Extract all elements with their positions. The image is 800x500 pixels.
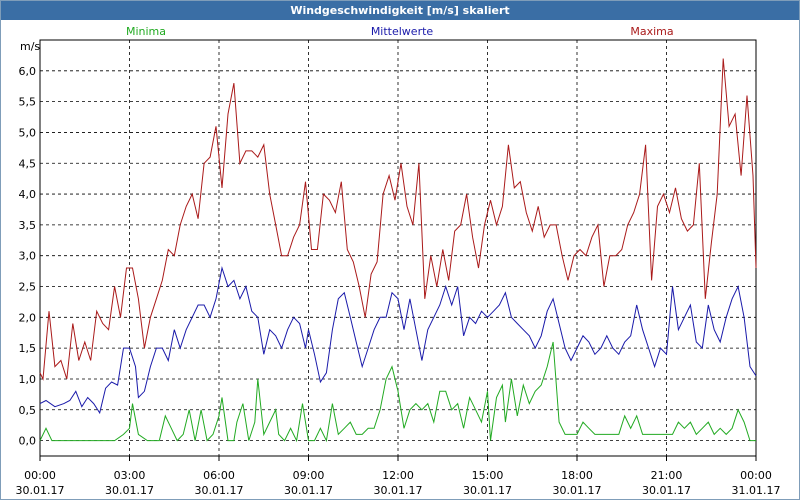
- x-tick-time: 12:00: [382, 469, 414, 482]
- x-tick-date: 30.01.17: [105, 484, 154, 497]
- x-tick-time: 21:00: [651, 469, 683, 482]
- y-tick-label: 5,0: [19, 126, 37, 139]
- y-tick-label: 2,0: [19, 311, 37, 324]
- x-tick-time: 18:00: [561, 469, 593, 482]
- y-tick-label: 0,5: [19, 404, 37, 417]
- legend-mittelwerte: Mittelwerte: [371, 25, 434, 38]
- x-tick-time: 00:00: [24, 469, 56, 482]
- legend: Minima Mittelwerte Maxima: [126, 25, 674, 38]
- x-tick-date: 30.01.17: [553, 484, 602, 497]
- y-tick-label: 1,5: [19, 342, 37, 355]
- x-tick-time: 06:00: [203, 469, 235, 482]
- y-tick-label: 5,5: [19, 96, 37, 109]
- x-tick-date: 30.01.17: [284, 484, 333, 497]
- legend-maxima: Maxima: [630, 25, 673, 38]
- y-tick-label: 0,0: [19, 435, 37, 448]
- y-tick-label: 4,0: [19, 188, 37, 201]
- series-line-minima: [39, 341, 756, 443]
- x-tick-time: 03:00: [114, 469, 146, 482]
- x-tick-date: 30.01.17: [374, 484, 423, 497]
- y-tick-label: 4,5: [19, 157, 37, 170]
- x-tick-date: 30.01.17: [463, 484, 512, 497]
- y-axis: 6,0 5,5 5,0 4,5 4,0 3,5 3,0 2,5 2,0 1,5 1,0 0,5 0,0: [19, 65, 37, 448]
- plot-area: [39, 39, 757, 457]
- y-tick-label: 2,5: [19, 281, 37, 294]
- y-tick-label: 1,0: [19, 373, 37, 386]
- chart-title: Windgeschwindigkeit [m/s] skaliert: [1, 1, 799, 20]
- x-axis: 00:00 30.01.17 03:00 30.01.17 06:00 30.01.17 0…: [16, 456, 781, 497]
- y-tick-label: 3,0: [19, 250, 37, 263]
- x-tick-time: 15:00: [472, 469, 504, 482]
- legend-minima: Minima: [126, 25, 166, 38]
- grid: [40, 40, 756, 456]
- x-tick-date: 30.01.17: [195, 484, 244, 497]
- series-line-mittelwerte: [39, 266, 757, 415]
- x-tick-time: 00:00: [740, 469, 772, 482]
- y-tick-label: 3,5: [19, 219, 37, 232]
- x-tick-date: 31.01.17: [732, 484, 781, 497]
- x-tick-date: 30.01.17: [16, 484, 65, 497]
- y-axis-label: m/s: [20, 40, 40, 53]
- series-line-maxima: [39, 58, 757, 381]
- y-tick-label: 6,0: [19, 65, 37, 78]
- x-tick-time: 09:00: [293, 469, 325, 482]
- series-group: [39, 58, 757, 443]
- x-tick-date: 30.01.17: [642, 484, 691, 497]
